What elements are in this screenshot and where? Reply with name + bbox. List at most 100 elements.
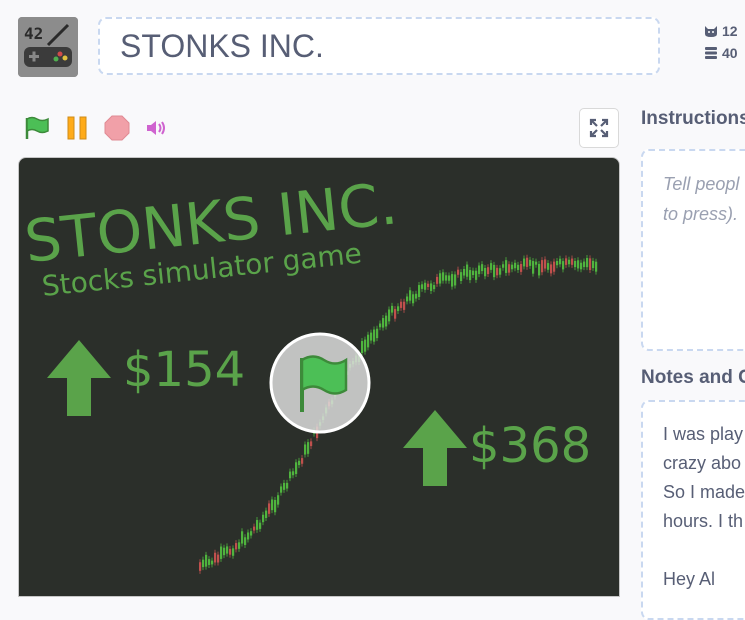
candle-body [295,462,298,475]
notes-line: Hey Al [663,569,716,589]
sound-icon [147,121,165,135]
candle-body [592,260,595,269]
candle-body [562,261,565,270]
candle-body [490,263,493,270]
candle-body [304,444,307,455]
up-arrow-icon [47,340,111,416]
candle-body [238,542,241,549]
candle-body [550,264,553,274]
candle-body [370,332,373,341]
candle-body [457,269,460,275]
up-arrow-icon [403,410,467,486]
candle-body [514,262,517,269]
candle-body [223,547,226,556]
candle-body [511,264,514,270]
candle-body [484,267,487,277]
candle-body [367,334,370,348]
candle-body [538,263,541,276]
notes-line: So I made [663,482,745,502]
candle-body [433,285,436,290]
instructions-line: to press). [663,204,739,224]
candle-body [469,270,472,281]
candle-body [451,274,454,287]
candle-body [307,442,310,454]
candle-body [253,526,256,531]
stop-button[interactable] [104,115,130,141]
candle-body [280,486,283,493]
candle-body [202,559,205,568]
green-flag-button[interactable] [24,115,50,141]
candle-body [409,290,412,301]
candle-body [496,267,499,276]
candle-body [250,531,253,536]
candle-body [211,560,214,565]
candle-body [481,264,484,272]
candle-body [430,283,433,291]
candle-body [376,328,379,339]
player-controls [24,115,170,141]
candlestick-chart [199,254,598,574]
project-stage[interactable]: STONKS INC. Stocks simulator game $154 $… [18,157,620,597]
candle-body [487,267,490,275]
candle-body [535,261,538,265]
candle-body [547,263,550,270]
sound-button[interactable] [144,115,170,141]
candle-body [463,268,466,276]
candle-body [247,532,250,540]
candle-body [361,341,364,354]
candle-body [289,471,292,479]
candle-body [559,258,562,265]
candle-body [478,265,481,275]
green-flag-icon [25,116,49,139]
candle-body [472,270,475,276]
candle-body [301,458,304,464]
loves-count: 12 [722,23,738,39]
candle-body [232,548,235,556]
notes-textarea[interactable]: I was play crazy abo So I made hours. I … [641,400,745,620]
candle-body [445,275,448,281]
candle-body [499,268,502,275]
candle-body [244,537,247,545]
candle-body [271,499,274,511]
pause-button[interactable] [64,115,90,141]
project-thumbnail[interactable]: 42 [18,17,78,77]
candle-body [208,559,211,565]
instructions-line: Tell peopl [663,174,740,194]
candle-body [406,296,409,302]
pause-icon [67,116,87,140]
fullscreen-button[interactable] [579,108,619,148]
candle-body [388,309,391,322]
candle-body [265,510,268,518]
stage-canvas: STONKS INC. Stocks simulator game $154 $… [21,169,598,574]
candle-body [526,257,529,267]
cat-icon [705,26,717,37]
candle-body [580,262,583,270]
candle-body [262,514,265,523]
svg-text:42: 42 [24,24,43,43]
candle-body [373,329,376,342]
notes-line [663,536,745,565]
candle-body [400,301,403,308]
stop-icon [104,115,130,141]
candle-body [466,264,469,277]
candle-body [241,531,244,544]
notes-line: hours. I th [663,511,744,531]
candle-body [517,264,520,270]
candle-body [439,273,442,284]
candle-body [310,441,313,447]
notes-line: crazy abo [663,453,742,473]
candle-body [475,270,478,280]
candle-body [589,258,592,271]
candle-body [502,264,505,268]
candle-body [292,471,295,476]
instructions-textarea[interactable]: Tell peopl to press). [641,149,745,351]
candle-body [385,315,388,327]
start-overlay-button[interactable] [269,332,371,434]
loves-stat: 12 [704,20,738,42]
candle-body [217,554,220,563]
candle-body [565,258,568,265]
gamepad-thumbnail-icon: 42 [18,17,78,77]
candle-body [364,339,367,352]
project-title-input[interactable]: STONKS INC. [98,17,660,75]
candle-body [274,499,277,513]
